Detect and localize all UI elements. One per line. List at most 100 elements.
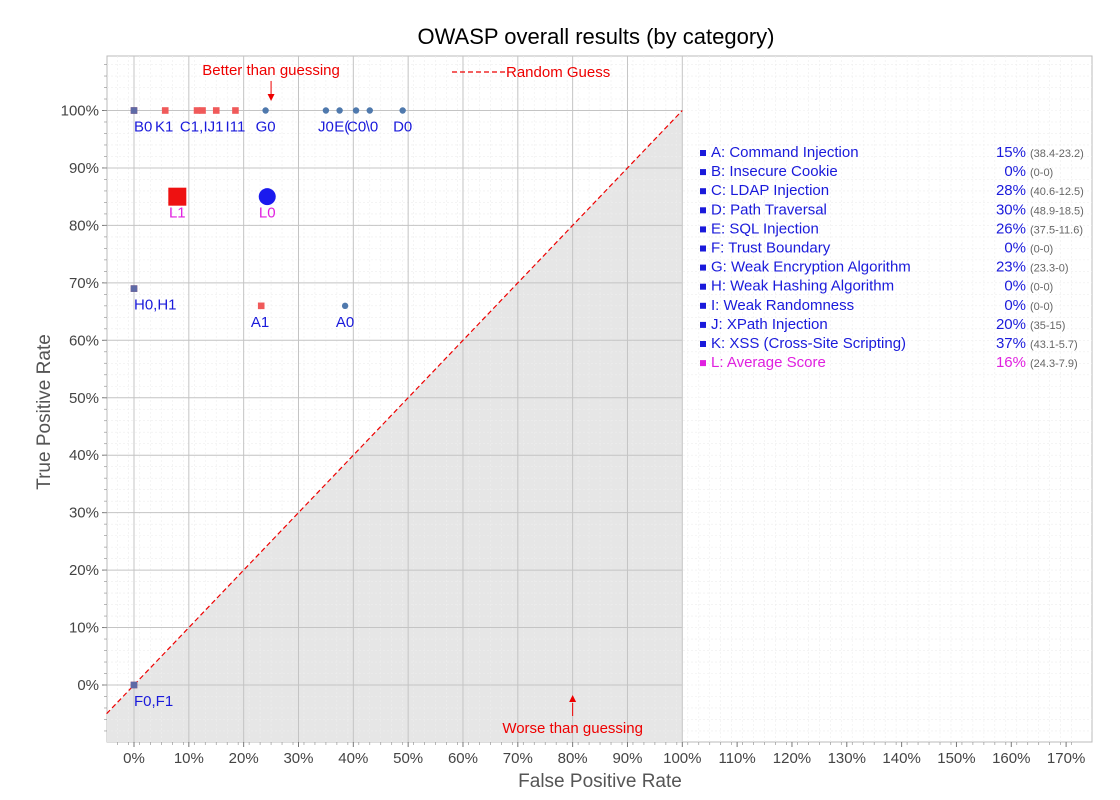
data-point-circle (262, 107, 269, 114)
worse-than-guessing-label: Worse than guessing (502, 720, 643, 737)
legend-entry-range: (37.5-11.6) (1030, 224, 1083, 236)
data-point-square (193, 107, 201, 114)
x-tick-label: 20% (229, 750, 259, 767)
legend-entry-score: 0% (1004, 240, 1026, 257)
legend-entry-score: 0% (1004, 163, 1026, 180)
legend-marker-icon (700, 360, 706, 367)
data-point-circle (352, 107, 360, 114)
point-label: K1 (155, 119, 173, 136)
y-tick-label: 100% (61, 103, 99, 120)
point-label: C0 (347, 119, 366, 136)
legend-entry-name: E: SQL Injection (711, 220, 819, 237)
data-point-circle (336, 107, 343, 114)
legend-marker-icon (700, 341, 706, 347)
legend-entry-range: (0-0) (1030, 167, 1053, 179)
point-label: A0 (336, 314, 354, 331)
point-label: G0 (256, 119, 276, 136)
point-label: C1, (180, 119, 203, 136)
better-than-guessing-arrow-icon (267, 94, 275, 101)
data-point-circle (322, 107, 330, 114)
legend-marker-icon (700, 169, 706, 176)
legend-entry-score: 23% (996, 259, 1026, 276)
legend-entry-name: F: Trust Boundary (711, 240, 831, 257)
legend-marker-icon (700, 245, 706, 252)
legend-entry-name: B: Insecure Cookie (711, 163, 838, 180)
y-tick-label: 50% (69, 390, 99, 407)
legend-marker-icon (700, 302, 706, 309)
legend-entry-range: (24.3-7.9) (1030, 358, 1078, 370)
legend-entry-name: K: XSS (Cross-Site Scripting) (711, 335, 906, 352)
x-tick-label: 80% (558, 750, 588, 767)
legend-marker-icon (700, 150, 706, 156)
data-point-circle (341, 302, 349, 310)
plot-area: 0% 10% 20% 30% 40% 50% 60% 70% 80% 90% 100% 110% 120… (61, 55, 1093, 767)
y-tick-label: 20% (69, 562, 99, 579)
y-axis-title: True Positive Rate (34, 334, 55, 490)
y-tick-label: 70% (69, 275, 99, 292)
point-label: A1 (251, 314, 269, 331)
x-tick-label: 30% (283, 750, 313, 767)
legend-entry-range: (35-15) (1030, 320, 1065, 332)
legend-entry-score: 30% (996, 201, 1026, 218)
chart-title: OWASP overall results (by category) (417, 24, 774, 49)
data-point-circle (399, 107, 406, 114)
data-point-circle (366, 107, 373, 114)
legend-entry-range: (0-0) (1030, 244, 1053, 256)
x-tick-label: 160% (992, 750, 1030, 767)
x-tick-label: 50% (393, 750, 423, 767)
point-label: I11 (226, 119, 246, 136)
point-label: E( (334, 119, 349, 136)
point-label: D0 (393, 119, 412, 136)
legend-entry-score: 16% (996, 354, 1026, 371)
legend-entry-range: (48.9-18.5) (1030, 205, 1084, 217)
x-tick-label: 60% (448, 750, 478, 767)
data-point-overlap (130, 681, 138, 689)
data-point-overlap (130, 107, 138, 114)
y-tick-label: 80% (69, 217, 99, 234)
x-tick-label: 150% (937, 750, 975, 767)
legend-entry-name: L: Average Score (711, 354, 826, 371)
worse-than-guessing-region (107, 110, 683, 742)
point-label: L0 (259, 205, 276, 222)
legend: A: Command Injection 15% (38.4-23.2) B: Ins… (700, 144, 1084, 371)
y-tick-label: 40% (69, 447, 99, 464)
legend-entry-name: H: Weak Hashing Algorithm (711, 278, 894, 295)
legend-marker-icon (700, 264, 706, 271)
legend-entry-range: (23.3-0) (1030, 263, 1069, 275)
point-label: \0 (366, 119, 379, 136)
data-point-square (212, 107, 220, 114)
data-point-overlap (130, 285, 138, 292)
x-tick-label: 110% (718, 750, 755, 767)
legend-entry-range: (0-0) (1030, 301, 1053, 313)
point-label: B0 (134, 119, 152, 136)
x-tick-label: 120% (773, 750, 811, 767)
legend-entry-score: 20% (996, 316, 1026, 333)
legend-entry-score: 28% (996, 182, 1026, 199)
legend-entry-score: 37% (996, 335, 1026, 352)
x-tick-label: 140% (882, 750, 920, 767)
x-tick-label: 40% (338, 750, 368, 767)
y-tick-label: 10% (69, 620, 99, 637)
legend-entry-name: C: LDAP Injection (711, 182, 829, 199)
average-point-square (168, 187, 187, 206)
y-tick-label: 90% (69, 160, 99, 177)
y-tick-label: 0% (77, 677, 99, 694)
data-point-square (232, 107, 239, 114)
legend-entry-name: I: Weak Randomness (711, 297, 854, 314)
legend-marker-icon (700, 226, 706, 233)
legend-entry-name: J: XPath Injection (711, 316, 828, 333)
x-tick-label: 70% (503, 750, 533, 767)
legend-marker-icon (700, 188, 706, 195)
x-tick-label: 90% (612, 750, 642, 767)
x-axis-title: False Positive Rate (518, 771, 682, 792)
legend-entry-score: 0% (1004, 297, 1026, 314)
x-tick-label: 100% (663, 750, 701, 767)
legend-entry-range: (40.6-12.5) (1030, 186, 1084, 198)
point-label: L1 (169, 205, 186, 222)
data-point-square (161, 107, 169, 114)
legend-entry-range: (38.4-23.2) (1030, 148, 1084, 160)
x-tick-label: 0% (123, 750, 145, 767)
better-than-guessing-label: Better than guessing (202, 62, 340, 79)
